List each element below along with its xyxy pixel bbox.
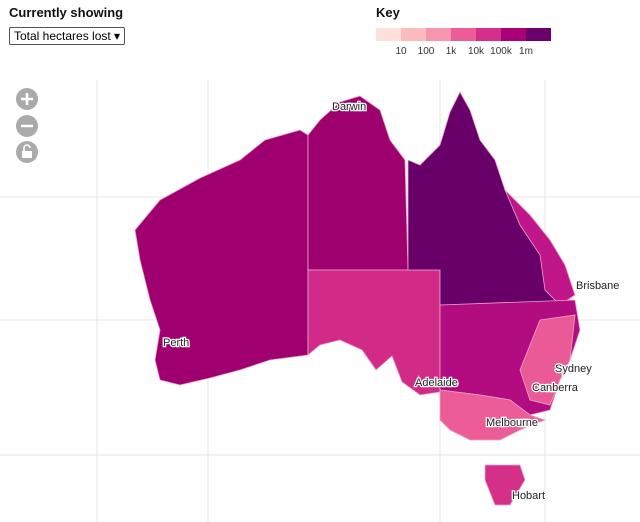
city-label: Hobart	[512, 490, 545, 502]
select-value[interactable]: Total hectares lost	[14, 29, 111, 43]
key-label: 1k	[446, 46, 458, 57]
lock-icon	[22, 151, 32, 158]
key-swatch	[426, 28, 451, 41]
key-label: 10	[395, 46, 407, 57]
city-label: Perth	[163, 337, 189, 349]
key-swatch	[451, 28, 476, 41]
lock-shackle	[23, 144, 31, 151]
city-label: Darwin	[332, 101, 366, 113]
key-swatch	[376, 28, 401, 41]
region-nt[interactable]	[307, 95, 409, 271]
key-swatch	[476, 28, 501, 41]
key-label: 100k	[490, 46, 513, 57]
zoom-in-icon	[21, 93, 33, 105]
region-vic[interactable]	[439, 389, 547, 441]
city-label: Sydney	[555, 363, 592, 375]
city-label: Brisbane	[576, 280, 619, 292]
key-label: 10k	[468, 46, 485, 57]
key: 10 100 1k 10k 100k 1m	[376, 28, 551, 57]
city-labels: Darwin Brisbane Perth Sydney Adelaide Ca…	[162, 100, 621, 504]
regions	[134, 91, 581, 506]
key-swatch	[401, 28, 426, 41]
region-wa[interactable]	[134, 129, 309, 386]
zoom-controls	[16, 88, 38, 163]
city-label: Adelaide	[415, 377, 458, 389]
city-label: Canberra	[532, 382, 579, 394]
key-label: 100	[418, 46, 435, 57]
measure-select[interactable]: Total hectares lost ▾	[9, 27, 126, 45]
region-nsw-east[interactable]	[519, 314, 576, 406]
key-label: 1m	[519, 46, 533, 57]
city-label: Melbourne	[486, 417, 538, 429]
key-swatch	[526, 28, 551, 41]
control-label: Currently showing	[9, 5, 124, 20]
region-tas[interactable]	[484, 464, 526, 506]
key-title: Key	[376, 5, 400, 20]
key-swatch	[501, 28, 526, 41]
